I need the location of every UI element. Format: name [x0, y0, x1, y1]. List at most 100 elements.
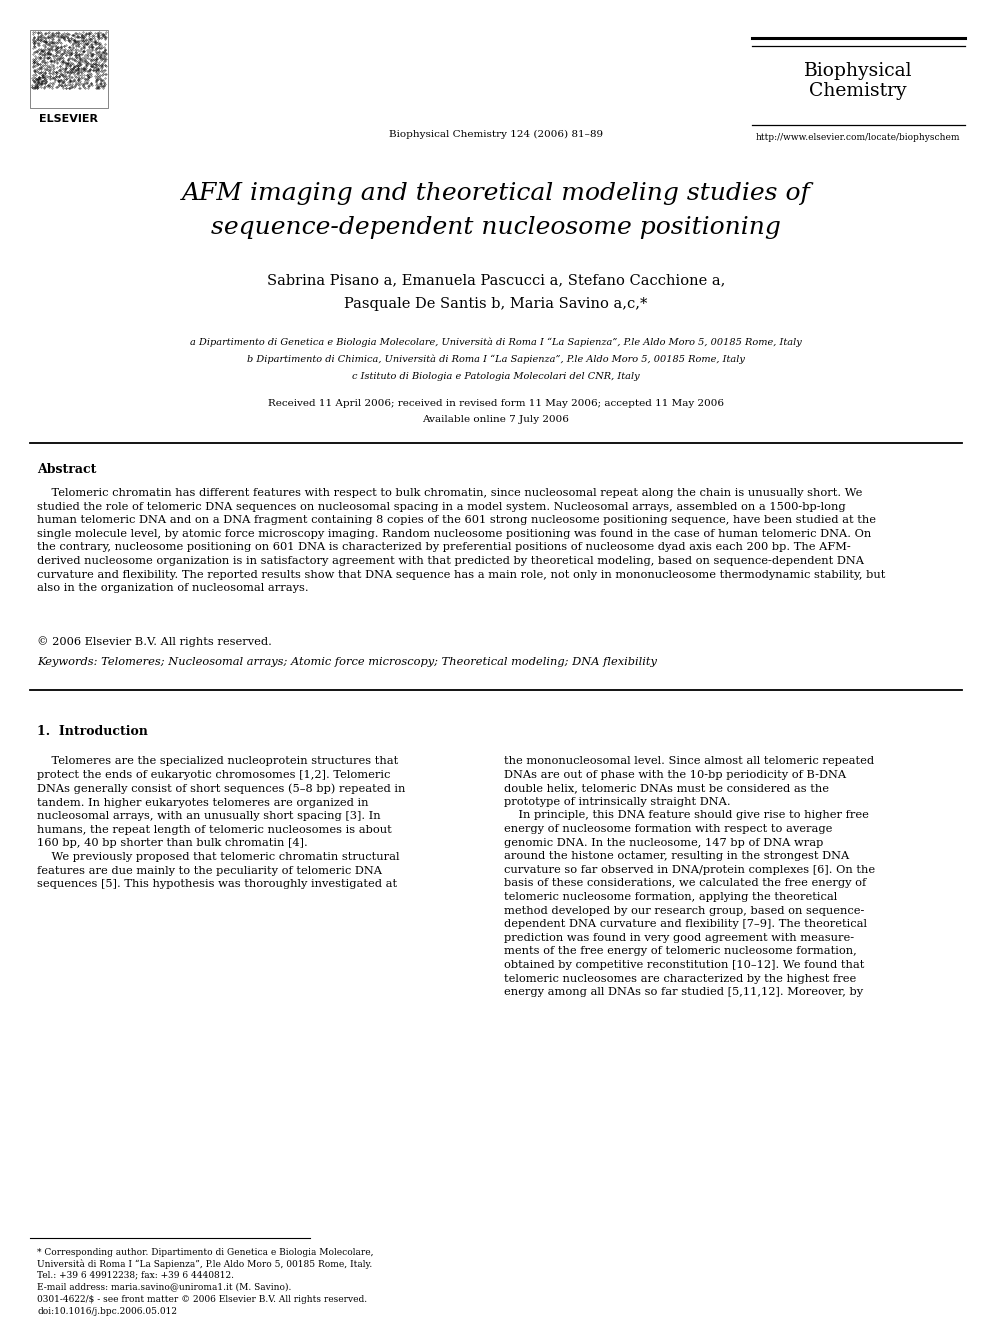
Point: [28, 61, 44, 82]
Point: [66, 40, 82, 61]
Point: [62, 65, 77, 86]
Point: [72, 78, 88, 99]
Point: [73, 74, 89, 95]
Point: [42, 74, 58, 95]
Point: [74, 48, 90, 69]
Point: [50, 36, 65, 57]
Point: [88, 58, 104, 79]
Point: [75, 40, 91, 61]
Point: [62, 78, 78, 99]
Point: [40, 60, 56, 81]
Point: [90, 26, 106, 48]
Point: [84, 45, 100, 66]
Point: [41, 30, 57, 52]
Point: [83, 45, 99, 66]
Point: [67, 42, 83, 64]
Point: [88, 57, 104, 78]
Point: [26, 26, 42, 48]
Point: [78, 44, 94, 65]
Point: [49, 45, 64, 66]
Point: [32, 46, 48, 67]
Point: [37, 26, 53, 48]
Point: [69, 64, 85, 85]
Point: [77, 57, 93, 78]
Point: [97, 54, 113, 75]
Point: [26, 54, 42, 75]
Point: [84, 54, 100, 75]
Point: [40, 48, 56, 69]
Point: [54, 70, 69, 91]
Point: [27, 71, 43, 93]
Point: [50, 46, 65, 67]
Text: Università di Roma I “La Sapienza”, P.le Aldo Moro 5, 00185 Rome, Italy.: Università di Roma I “La Sapienza”, P.le…: [37, 1259, 372, 1269]
Point: [92, 33, 108, 54]
Point: [33, 70, 49, 91]
Point: [41, 41, 57, 62]
Point: [57, 66, 72, 87]
Point: [30, 75, 46, 97]
Point: [73, 38, 89, 60]
Point: [88, 69, 104, 90]
Point: [55, 65, 70, 86]
Point: [97, 33, 113, 54]
Point: [41, 46, 57, 67]
Point: [94, 75, 110, 97]
Point: [61, 53, 76, 74]
Point: [49, 66, 64, 87]
Point: [44, 75, 60, 97]
Point: [35, 71, 51, 93]
Point: [31, 34, 47, 56]
Point: [43, 50, 59, 71]
Point: [56, 61, 71, 82]
Point: [90, 60, 106, 81]
Point: [28, 75, 44, 97]
Text: ELSEVIER: ELSEVIER: [40, 114, 98, 124]
Point: [78, 29, 94, 50]
Point: [83, 36, 99, 57]
Point: [93, 57, 109, 78]
Point: [29, 58, 45, 79]
Point: [36, 66, 52, 87]
Point: [81, 37, 97, 58]
Point: [50, 22, 65, 44]
Point: [76, 24, 92, 45]
Point: [38, 65, 54, 86]
Point: [52, 74, 67, 95]
Point: [69, 54, 85, 75]
Point: [52, 66, 67, 87]
Point: [27, 49, 43, 70]
Point: [31, 58, 47, 79]
Point: [29, 77, 45, 98]
Point: [90, 24, 106, 45]
Point: [32, 67, 48, 89]
Point: [59, 69, 74, 90]
Point: [70, 71, 86, 93]
Point: [52, 71, 67, 93]
Text: Available online 7 July 2006: Available online 7 July 2006: [423, 415, 569, 423]
Point: [83, 44, 99, 65]
Point: [87, 30, 103, 52]
Point: [65, 25, 81, 46]
Point: [98, 44, 114, 65]
Point: [73, 62, 89, 83]
Point: [94, 48, 110, 69]
Point: [35, 34, 51, 56]
Point: [43, 32, 59, 53]
Point: [97, 74, 113, 95]
Point: [50, 75, 65, 97]
Point: [70, 67, 86, 89]
Point: [57, 41, 72, 62]
Point: [92, 45, 108, 66]
Point: [67, 30, 83, 52]
Point: [67, 60, 83, 81]
Point: [53, 26, 68, 48]
Point: [83, 49, 99, 70]
Point: [69, 30, 85, 52]
Point: [62, 62, 77, 83]
Point: [70, 33, 86, 54]
Point: [27, 41, 43, 62]
Point: [92, 73, 108, 94]
Point: [61, 53, 76, 74]
Point: [91, 66, 107, 87]
Point: [46, 48, 62, 69]
